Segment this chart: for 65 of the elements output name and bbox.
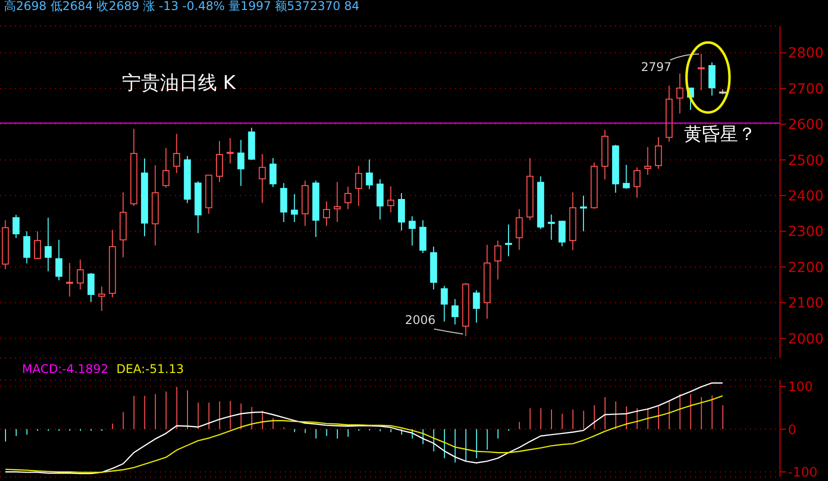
candlestick (98, 286, 106, 312)
candlestick (472, 290, 480, 324)
candlestick (634, 166, 640, 198)
candlestick (654, 136, 662, 170)
candlestick (12, 214, 20, 239)
candlestick (44, 217, 52, 272)
y-tick-label: 2700 (788, 81, 824, 98)
candlestick (23, 230, 30, 264)
annotation: 黄昏星？ (684, 123, 756, 146)
candlestick (88, 272, 94, 302)
candlestick (622, 164, 630, 190)
text: 高2698 低2684 收2689 涨 -13 -0.48% 量1997 额5372370 84 (4, 0, 360, 15)
candlestick (290, 194, 298, 222)
text: DEA:-51.13 (116, 362, 184, 376)
candlestick (280, 182, 288, 222)
y-tick-label: 2300 (788, 224, 824, 240)
candlestick (698, 53, 705, 91)
y-tick-label: 100 (788, 380, 813, 396)
candlestick (387, 186, 394, 213)
candlestick (644, 146, 652, 176)
y-tick-label: -100 (788, 465, 818, 480)
candlestick (376, 178, 384, 220)
candlestick (708, 62, 716, 96)
candlestick (66, 262, 74, 298)
candlestick (226, 138, 234, 164)
candlestick (258, 154, 266, 204)
candlestick (558, 220, 566, 247)
candlestick (676, 72, 684, 114)
y-tick-label: 2800 (788, 46, 824, 62)
annotation: 2797 (641, 60, 672, 74)
y-tick-label: 2500 (788, 152, 824, 169)
y-tick-label: 2100 (788, 296, 824, 312)
candlestick (398, 192, 405, 232)
y-tick-label: 2600 (788, 117, 824, 134)
text: 宁贵油日线 K (122, 71, 236, 96)
candlestick (55, 239, 62, 281)
candlestick (548, 214, 555, 240)
line-series (4, 382, 724, 474)
y-tick-label: 2200 (788, 260, 824, 276)
candlestick (419, 220, 426, 254)
candlestick (516, 208, 523, 250)
candlestick (408, 216, 416, 246)
candlestick (173, 133, 180, 174)
y-tick-label: 2000 (788, 331, 824, 348)
candlestick (494, 240, 502, 280)
candlestick (216, 140, 223, 183)
annotation: 2006 (405, 313, 436, 327)
candlestick (580, 195, 587, 232)
candlestick (34, 230, 41, 260)
candlestick (505, 224, 512, 257)
candlestick (344, 186, 352, 210)
candlestick (270, 158, 276, 188)
line-series (4, 395, 724, 473)
candlestick (452, 298, 458, 325)
candlestick (366, 159, 373, 190)
text: MACD:-4.1892 (22, 362, 108, 376)
candlestick (237, 139, 244, 186)
y-tick-label: 2400 (788, 188, 824, 205)
y-tick-label: 0 (788, 422, 796, 438)
candlestick (76, 258, 84, 290)
candlestick (334, 182, 341, 222)
candlestick (162, 148, 170, 188)
candlestick (440, 285, 448, 322)
candlestick (355, 165, 362, 206)
candlestick (323, 200, 330, 226)
